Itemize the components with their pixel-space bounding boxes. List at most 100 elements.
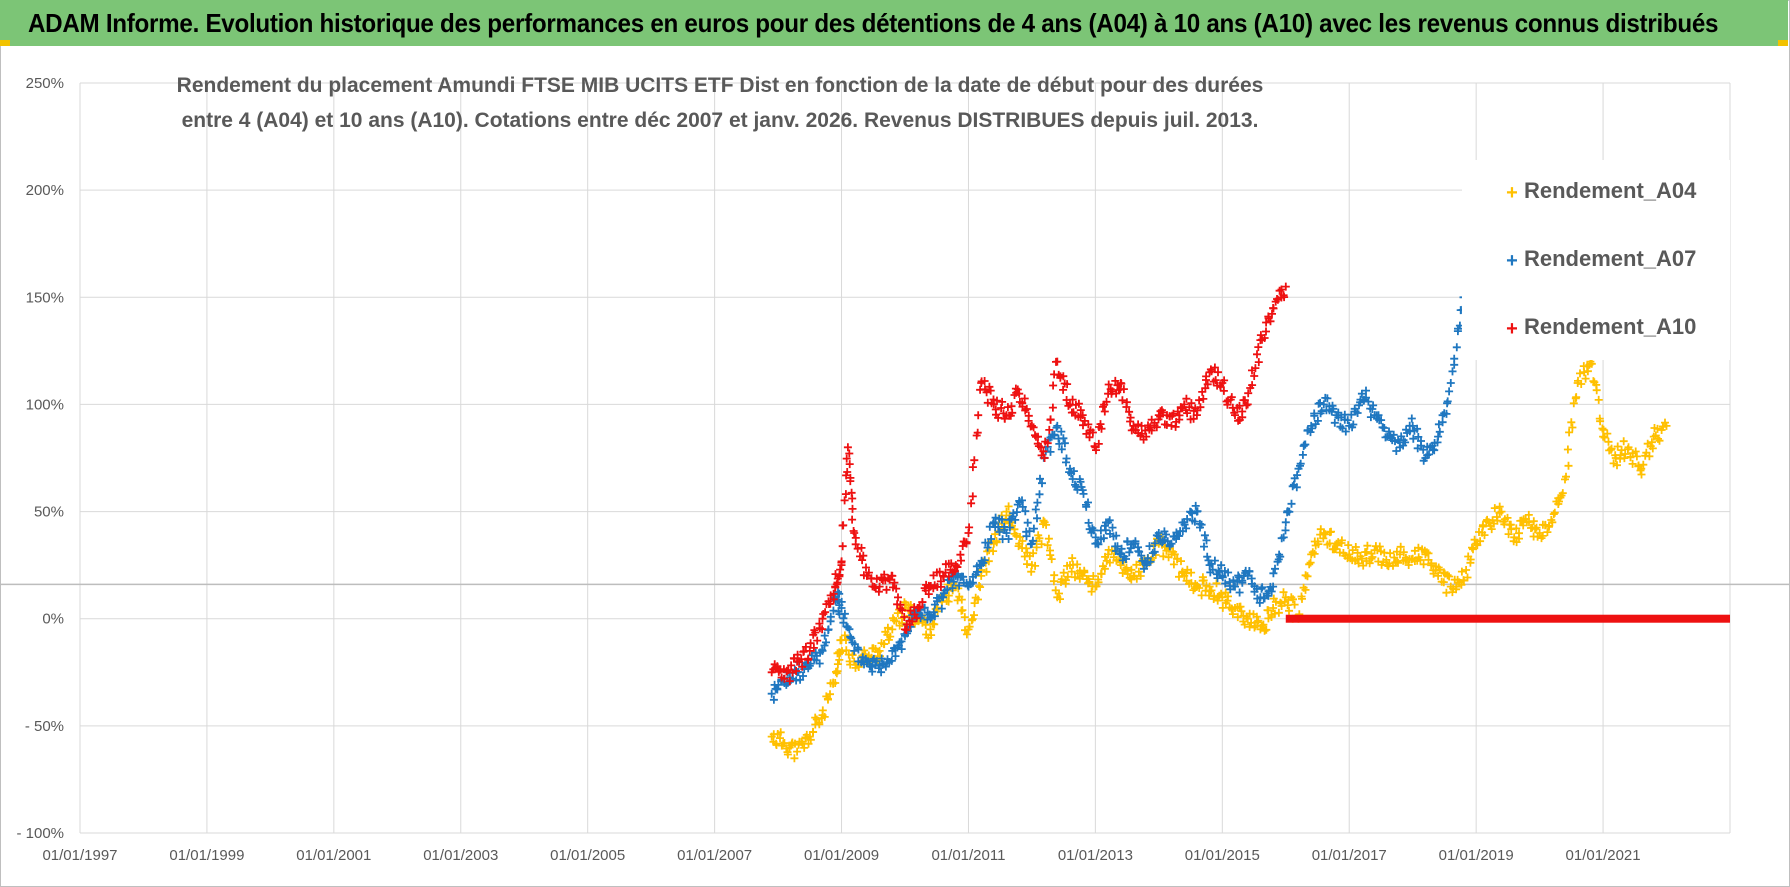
data-point	[962, 630, 971, 639]
data-point	[805, 646, 814, 655]
data-point	[1039, 447, 1048, 456]
data-point	[793, 747, 802, 756]
data-point	[1102, 397, 1111, 406]
data-point	[1434, 571, 1443, 580]
data-point	[1581, 374, 1590, 383]
data-point	[1281, 282, 1290, 291]
data-point	[1594, 395, 1603, 404]
data-point	[1503, 513, 1512, 522]
data-point	[998, 397, 1007, 406]
data-point	[1619, 437, 1628, 446]
data-point	[1345, 550, 1354, 559]
data-point	[1532, 523, 1541, 532]
data-point	[1269, 604, 1278, 612]
data-point	[1260, 334, 1269, 342]
data-point	[1308, 424, 1317, 433]
data-point	[926, 614, 935, 623]
data-point	[1250, 372, 1259, 380]
data-point	[1134, 567, 1143, 576]
data-point	[1349, 420, 1358, 429]
data-point	[1448, 367, 1457, 376]
data-point	[1224, 592, 1232, 601]
data-point	[1631, 447, 1640, 456]
data-point	[1353, 409, 1362, 417]
data-point	[1325, 539, 1334, 548]
data-point	[1050, 571, 1059, 580]
data-point	[1064, 401, 1073, 410]
data-point	[1409, 434, 1418, 443]
data-point	[1203, 552, 1212, 561]
data-point	[1078, 571, 1087, 580]
data-point	[839, 521, 848, 530]
data-point	[970, 456, 979, 465]
data-point	[1221, 579, 1230, 588]
data-point	[1268, 309, 1276, 318]
data-point	[829, 595, 838, 604]
data-point	[1105, 516, 1114, 525]
data-point	[1031, 505, 1040, 514]
data-point	[1253, 350, 1261, 359]
data-point	[1240, 396, 1249, 405]
data-point	[1042, 520, 1051, 529]
data-point	[960, 613, 969, 622]
data-point	[974, 595, 982, 604]
data-point	[1127, 565, 1136, 574]
data-point	[1555, 497, 1563, 506]
data-point	[1169, 560, 1178, 569]
data-point	[1068, 395, 1077, 404]
data-point	[1645, 452, 1654, 461]
data-point	[848, 494, 857, 503]
data-point	[1632, 452, 1641, 461]
data-point	[1028, 536, 1037, 545]
data-point	[983, 543, 992, 552]
data-point	[908, 617, 917, 626]
data-point	[986, 386, 995, 395]
data-point	[1380, 424, 1389, 432]
data-point	[1414, 432, 1423, 441]
data-point	[1022, 405, 1031, 413]
data-point	[1043, 439, 1052, 448]
data-point	[1023, 560, 1031, 569]
data-point	[833, 578, 842, 587]
data-point	[1301, 440, 1310, 449]
data-point	[1359, 561, 1368, 570]
data-point	[962, 539, 971, 548]
data-point	[1439, 578, 1448, 587]
data-point	[1457, 580, 1466, 589]
data-point	[1150, 547, 1159, 556]
data-point	[864, 568, 873, 577]
data-point	[1269, 582, 1278, 591]
data-point	[924, 590, 933, 599]
data-point	[973, 428, 982, 437]
data-point	[980, 556, 989, 565]
data-point	[1056, 595, 1064, 604]
data-point	[1427, 561, 1436, 570]
data-point	[976, 583, 985, 592]
data-point	[921, 620, 930, 629]
data-point	[1104, 380, 1113, 389]
data-point	[1407, 414, 1416, 423]
data-point	[1330, 418, 1339, 427]
data-point	[1457, 567, 1466, 576]
data-point	[1053, 357, 1062, 366]
data-point	[1046, 415, 1055, 424]
data-point	[883, 623, 892, 632]
data-point	[957, 595, 966, 604]
data-point	[1203, 380, 1212, 389]
data-point	[1022, 544, 1031, 553]
data-point	[821, 608, 830, 617]
data-point	[918, 598, 927, 607]
data-point	[1073, 560, 1082, 569]
data-point	[1244, 389, 1253, 398]
data-point	[875, 582, 884, 591]
y-tick-label: 150%	[26, 289, 64, 306]
data-point	[950, 567, 959, 576]
data-point	[1137, 551, 1146, 560]
data-point	[1068, 475, 1077, 483]
data-point	[1476, 537, 1485, 546]
data-point	[1413, 424, 1422, 433]
data-point	[1621, 450, 1630, 458]
data-point	[886, 632, 895, 641]
data-point	[1314, 540, 1323, 549]
